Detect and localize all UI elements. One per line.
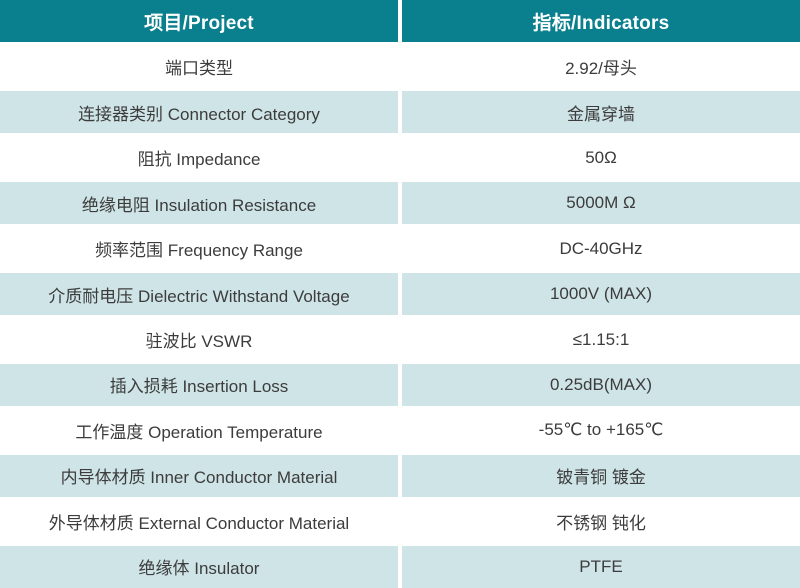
project-cell: 介质耐电压 Dielectric Withstand Voltage: [0, 272, 398, 316]
indicator-cell: -55℃ to +165℃: [402, 409, 800, 452]
project-cell: 驻波比 VSWR: [0, 318, 398, 361]
table-header-row: 项目/Project 指标/Indicators: [0, 0, 800, 43]
table-row: 绝缘电阻 Insulation Resistance 5000M Ω: [0, 181, 800, 225]
project-cell: 端口类型: [0, 45, 398, 88]
project-cell: 绝缘体 Insulator: [0, 545, 398, 588]
indicator-cell: 不锈钢 钝化: [402, 500, 800, 543]
table-row: 绝缘体 Insulator PTFE: [0, 545, 800, 588]
indicator-cell: 2.92/母头: [402, 45, 800, 88]
header-cell-indicators: 指标/Indicators: [402, 0, 800, 43]
table-row: 端口类型 2.92/母头: [0, 45, 800, 88]
table-row: 插入损耗 Insertion Loss 0.25dB(MAX): [0, 363, 800, 407]
indicator-cell: 1000V (MAX): [402, 272, 800, 316]
project-cell: 工作温度 Operation Temperature: [0, 409, 398, 452]
indicator-cell: 0.25dB(MAX): [402, 363, 800, 407]
table-row: 工作温度 Operation Temperature -55℃ to +165℃: [0, 409, 800, 452]
table-row: 驻波比 VSWR ≤1.15:1: [0, 318, 800, 361]
project-cell: 阻抗 Impedance: [0, 136, 398, 179]
project-cell: 绝缘电阻 Insulation Resistance: [0, 181, 398, 225]
table-row: 内导体材质 Inner Conductor Material 铍青铜 镀金: [0, 454, 800, 498]
indicator-cell: 50Ω: [402, 136, 800, 179]
indicator-cell: DC-40GHz: [402, 227, 800, 270]
project-cell: 插入损耗 Insertion Loss: [0, 363, 398, 407]
table-row: 频率范围 Frequency Range DC-40GHz: [0, 227, 800, 270]
project-cell: 内导体材质 Inner Conductor Material: [0, 454, 398, 498]
project-cell: 连接器类别 Connector Category: [0, 90, 398, 134]
table-row: 外导体材质 External Conductor Material 不锈钢 钝化: [0, 500, 800, 543]
indicator-cell: 5000M Ω: [402, 181, 800, 225]
project-cell: 外导体材质 External Conductor Material: [0, 500, 398, 543]
indicator-cell: PTFE: [402, 545, 800, 588]
table-row: 阻抗 Impedance 50Ω: [0, 136, 800, 179]
project-cell: 频率范围 Frequency Range: [0, 227, 398, 270]
indicator-cell: ≤1.15:1: [402, 318, 800, 361]
indicator-cell: 金属穿墙: [402, 90, 800, 134]
header-cell-project: 项目/Project: [0, 0, 398, 43]
table-row: 连接器类别 Connector Category 金属穿墙: [0, 90, 800, 134]
table-row: 介质耐电压 Dielectric Withstand Voltage 1000V…: [0, 272, 800, 316]
indicator-cell: 铍青铜 镀金: [402, 454, 800, 498]
